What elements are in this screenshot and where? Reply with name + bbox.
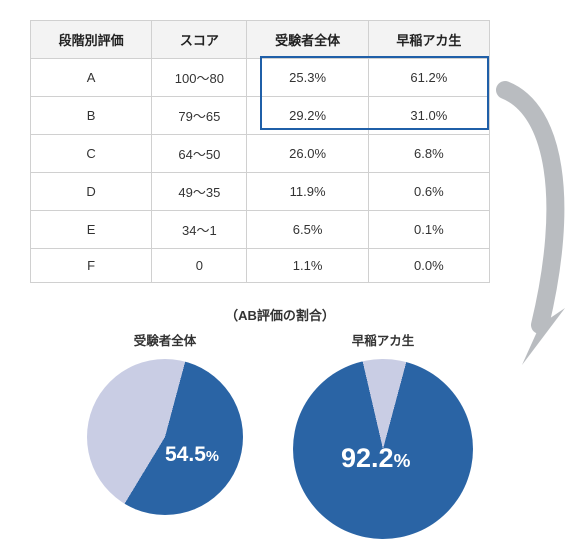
table-cell: 64～50 [152,135,247,173]
table-cell: 26.0% [247,135,368,173]
content-wrap: 段階別評価 スコア 受験者全体 早稲アカ生 A100～8025.3%61.2%B… [30,20,540,539]
table-row: C64～5026.0%6.8% [31,135,490,173]
table-cell: 79～65 [152,97,247,135]
table-row: E34～16.5%0.1% [31,211,490,249]
charts-title: （AB評価の割合） [30,305,530,324]
table-cell: 0.1% [368,211,489,249]
pie-slice [87,359,243,515]
table-cell: 6.5% [247,211,368,249]
table-row: A100～8025.3%61.2% [31,59,490,97]
table-cell: 1.1% [247,249,368,283]
table-cell: A [31,59,152,97]
table-header-row: 段階別評価 スコア 受験者全体 早稲アカ生 [31,21,490,59]
table-cell: 0 [152,249,247,283]
table-cell: 29.2% [247,97,368,135]
col-waseda: 早稲アカ生 [368,21,489,59]
table-cell: 6.8% [368,135,489,173]
pie-wrap: 92.2% [293,359,473,539]
table-cell: B [31,97,152,135]
table-cell: 34～1 [152,211,247,249]
table-row: F01.1%0.0% [31,249,490,283]
score-table: 段階別評価 スコア 受験者全体 早稲アカ生 A100～8025.3%61.2%B… [30,20,490,283]
table-row: B79～6529.2%31.0% [31,97,490,135]
pie-value: 54.5% [165,443,219,467]
table-cell: 11.9% [247,173,368,211]
table-cell: 100～80 [152,59,247,97]
table-cell: 0.6% [368,173,489,211]
table-cell: 49～35 [152,173,247,211]
table-cell: 61.2% [368,59,489,97]
col-score: スコア [152,21,247,59]
pie-chart: 受験者全体 54.5% [87,330,243,539]
charts-row: 受験者全体 54.5% 早稲アカ生 92.2% [30,330,530,539]
pie-label: 受験者全体 [134,330,197,349]
pie-chart: 早稲アカ生 92.2% [293,330,473,539]
table-cell: E [31,211,152,249]
table-cell: 31.0% [368,97,489,135]
table-body: A100～8025.3%61.2%B79～6529.2%31.0%C64～502… [31,59,490,283]
table-cell: 0.0% [368,249,489,283]
pie-value: 92.2% [341,443,410,474]
table-cell: D [31,173,152,211]
table-cell: 25.3% [247,59,368,97]
col-grade: 段階別評価 [31,21,152,59]
table-row: D49～3511.9%0.6% [31,173,490,211]
pie-label: 早稲アカ生 [352,330,415,349]
table-cell: C [31,135,152,173]
pie-wrap: 54.5% [87,359,243,515]
table-cell: F [31,249,152,283]
col-all: 受験者全体 [247,21,368,59]
